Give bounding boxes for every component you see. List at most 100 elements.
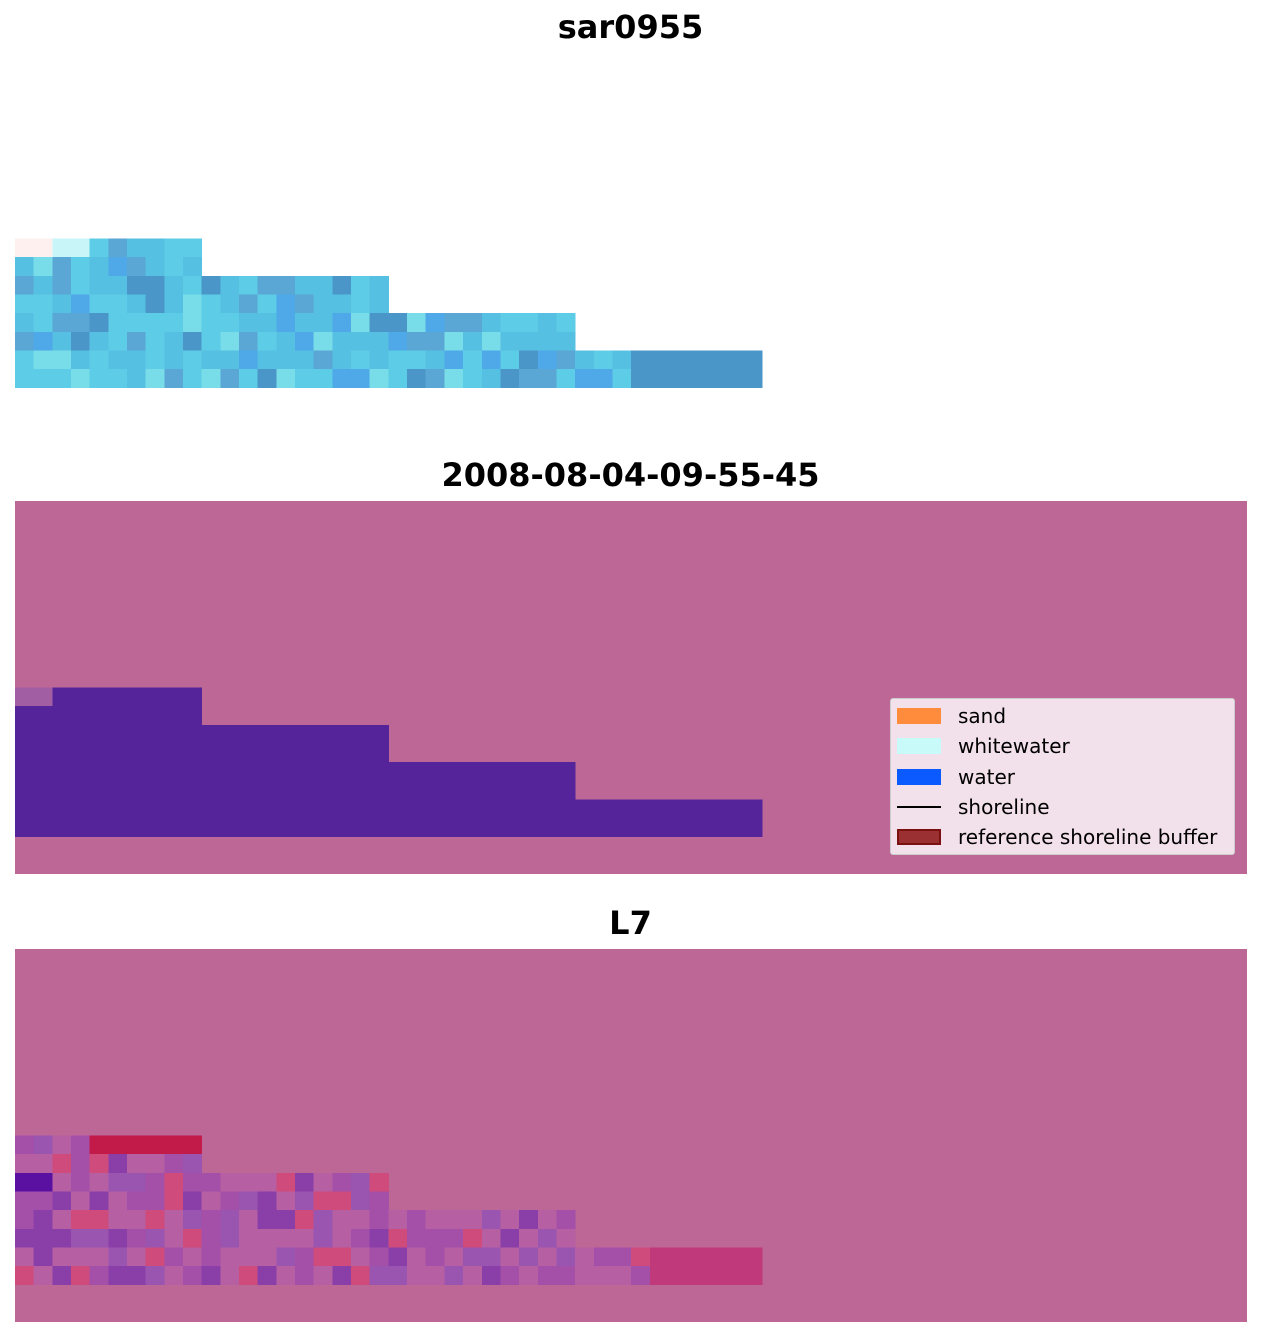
sar-pixel [332, 275, 352, 295]
classified-pixel [89, 799, 109, 819]
l7-pixel [556, 1228, 576, 1248]
l7-pixel [257, 1247, 277, 1267]
sar-pixel [164, 331, 184, 351]
l7-pixel [89, 1191, 109, 1211]
panel-title-classification: 2008-08-04-09-55-45 [441, 456, 820, 494]
l7-pixel [145, 1228, 165, 1248]
classified-pixel [649, 818, 669, 838]
classified-pixel [313, 799, 333, 819]
sar-pixel [52, 238, 72, 258]
l7-pixel [276, 1247, 296, 1267]
l7-pixel [108, 1210, 128, 1230]
legend-item-shoreline: shoreline [897, 795, 1050, 819]
sar-pixel [71, 257, 91, 277]
sar-pixel [313, 369, 333, 389]
classified-pixel [108, 762, 128, 782]
classified-pixel [127, 724, 147, 744]
classified-pixel [89, 743, 109, 763]
sar-pixel [388, 331, 408, 351]
sar-pixel [407, 350, 427, 370]
sar-pixel [481, 331, 501, 351]
l7-pixel [145, 1191, 165, 1211]
sar-pixel [519, 313, 539, 333]
l7-pixel [15, 1210, 35, 1230]
classified-pixel [145, 780, 165, 800]
sar-pixel [705, 369, 725, 389]
classified-pixel [369, 762, 389, 782]
classified-pixel [33, 762, 53, 782]
sar-pixel [500, 313, 520, 333]
l7-pixel [369, 1172, 389, 1192]
l7-pixel [500, 1228, 520, 1248]
sar-pixel [500, 369, 520, 389]
l7-pixel [164, 1266, 184, 1286]
l7-pixel [388, 1266, 408, 1286]
legend-label-buffer: reference shoreline buffer [958, 825, 1218, 849]
classified-pixel [444, 780, 464, 800]
l7-pixel [145, 1135, 165, 1155]
l7-pixel [71, 1228, 91, 1248]
sar-pixel [313, 275, 333, 295]
l7-pixel [519, 1266, 539, 1286]
sar-pixel [369, 294, 389, 314]
classified-pixel [313, 743, 333, 763]
l7-pixel [108, 1228, 128, 1248]
sar-pixel [52, 369, 72, 389]
sar-pixel [425, 369, 445, 389]
l7-pixel [276, 1210, 296, 1230]
sar-pixel [71, 350, 91, 370]
classified-pixel [537, 780, 557, 800]
l7-pixel [407, 1228, 427, 1248]
classified-pixel [351, 743, 371, 763]
l7-pixel [481, 1266, 501, 1286]
classified-pixel [705, 818, 725, 838]
sar-pixel [631, 369, 651, 389]
sar-pixel [183, 369, 203, 389]
classification-panel [15, 501, 1247, 874]
l7-pixel [668, 1266, 688, 1286]
sar-pixel [351, 369, 371, 389]
classified-pixel [332, 780, 352, 800]
l7-pixel [220, 1191, 240, 1211]
l7-pixel [71, 1191, 91, 1211]
l7-pixel [257, 1210, 277, 1230]
classified-pixel [183, 706, 203, 726]
sar-pixel [724, 350, 744, 370]
l7-pixel [89, 1135, 109, 1155]
l7-pixel [33, 1191, 53, 1211]
l7-pixel [33, 1154, 53, 1174]
sar-pixel [444, 369, 464, 389]
classified-pixel [612, 818, 632, 838]
sar-pixel [257, 294, 277, 314]
sar-pixel [724, 369, 744, 389]
l7-pixel [52, 1228, 72, 1248]
classified-pixel [15, 706, 35, 726]
sar-pixel [239, 331, 259, 351]
sar-pixel [52, 350, 72, 370]
sar-pixel [220, 369, 240, 389]
classified-pixel [575, 818, 595, 838]
classified-pixel [108, 780, 128, 800]
sar-pixel [220, 350, 240, 370]
classified-pixel [351, 762, 371, 782]
classified-pixel [220, 762, 240, 782]
l7-pixel [15, 1228, 35, 1248]
classified-pixel [276, 762, 296, 782]
l7-pixel [164, 1135, 184, 1155]
classified-pixel [687, 818, 707, 838]
legend: sand whitewater water shoreline referenc… [890, 698, 1235, 855]
classified-pixel [108, 724, 128, 744]
classified-pixel [444, 799, 464, 819]
l7-pixel [295, 1247, 315, 1267]
sar-pixel [33, 294, 53, 314]
classified-pixel [127, 743, 147, 763]
l7-pixel [239, 1247, 259, 1267]
classified-pixel [89, 780, 109, 800]
l7-pixel [332, 1191, 352, 1211]
sar-pixel [257, 275, 277, 295]
classified-pixel [127, 762, 147, 782]
l7-pixel [593, 1247, 613, 1267]
l7-pixel [71, 1266, 91, 1286]
classified-pixel [52, 687, 72, 707]
classified-pixel [631, 818, 651, 838]
